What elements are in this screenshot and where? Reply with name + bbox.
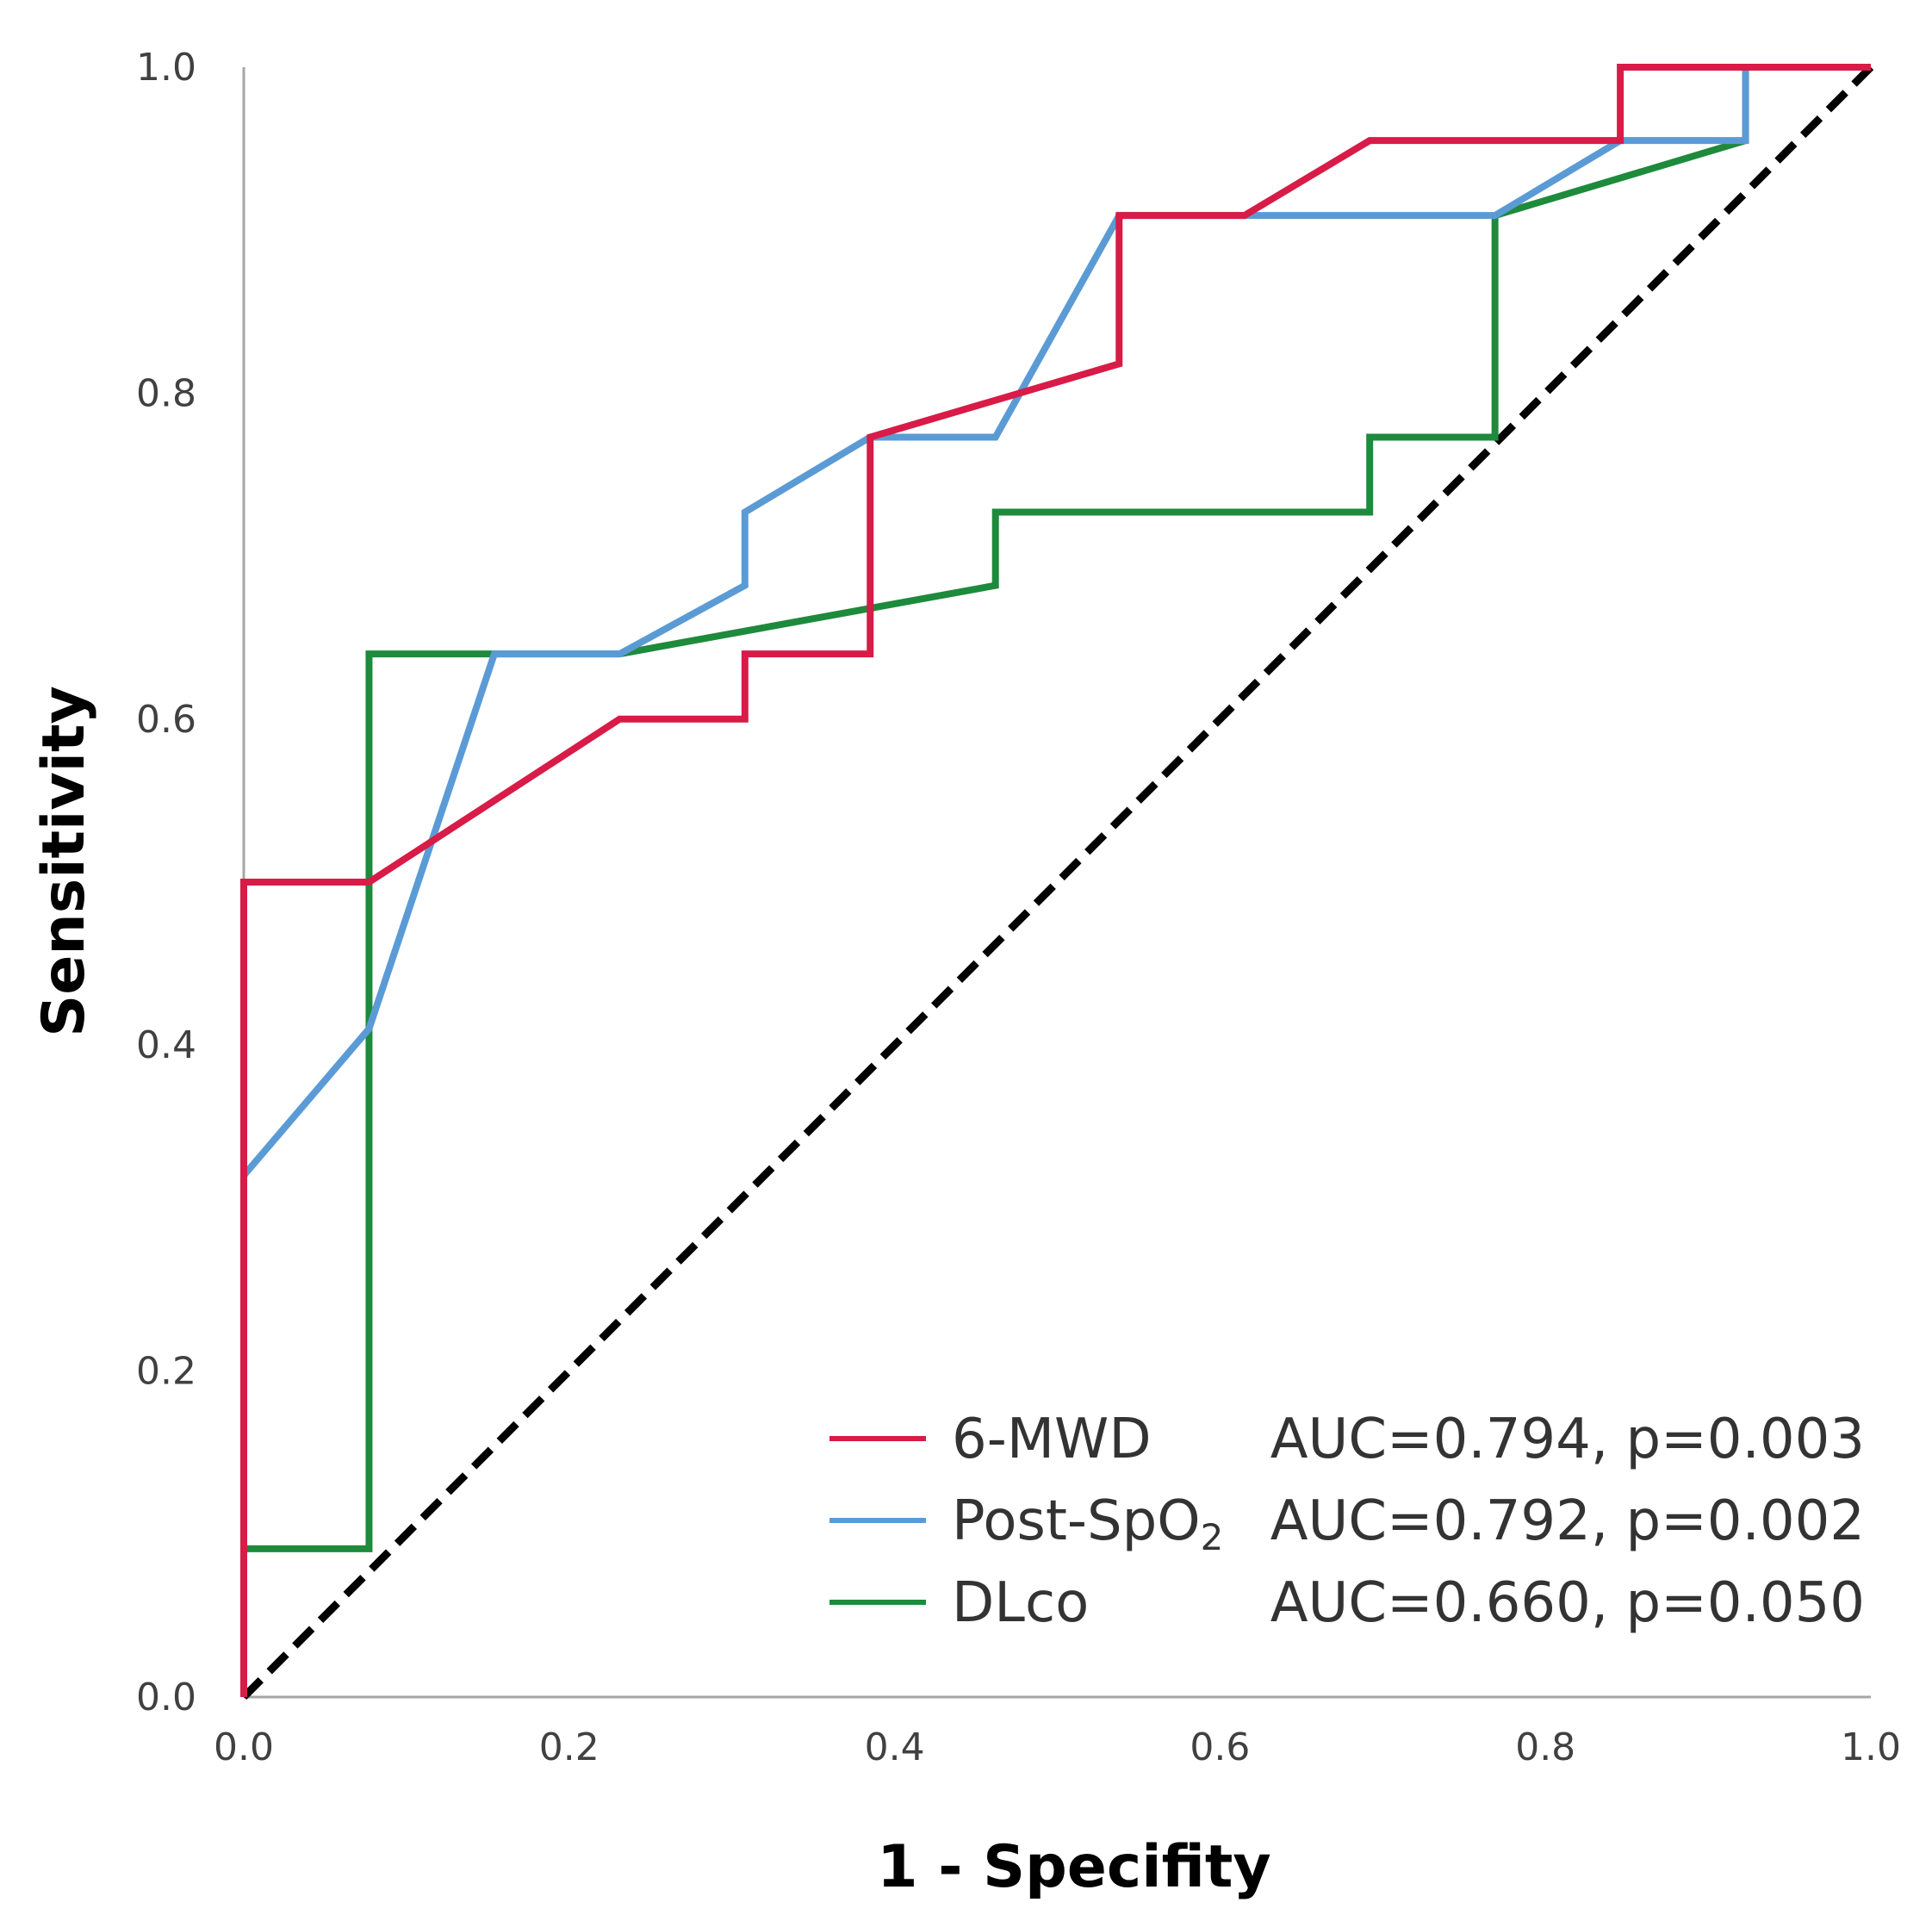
y-tick-label: 0.0 bbox=[136, 1675, 196, 1719]
x-tick-label: 0.0 bbox=[214, 1725, 274, 1769]
legend-series-name-main: 6-MWD bbox=[952, 1408, 1152, 1471]
legend-series-name-main: Post-SpO bbox=[952, 1489, 1201, 1553]
legend-series-name: DLco bbox=[952, 1571, 1089, 1635]
reference-diagonal-line bbox=[240, 64, 1874, 1700]
x-tick-label: 0.8 bbox=[1515, 1725, 1575, 1769]
series-line-dlco bbox=[240, 64, 1871, 1697]
legend-item-dlco: DLco AUC=0.660, p=0.050 bbox=[829, 1571, 1865, 1635]
y-tick-label: 0.2 bbox=[136, 1350, 196, 1394]
legend-series-name-subscript: 2 bbox=[1201, 1516, 1224, 1558]
x-axis-title: 1 - Specifity bbox=[877, 1833, 1271, 1901]
x-tick-label: 0.2 bbox=[539, 1725, 599, 1769]
legend-series-name: 6-MWD bbox=[952, 1408, 1152, 1471]
y-tick-labels: 0.0 0.2 0.4 0.6 0.8 1.0 bbox=[136, 46, 196, 1719]
series-line-post-spo2 bbox=[240, 64, 1871, 1178]
legend-item-post-spo2: Post-SpO2 AUC=0.792, p=0.002 bbox=[829, 1489, 1865, 1558]
legend-item-6-mwd: 6-MWD AUC=0.794, p=0.003 bbox=[829, 1408, 1865, 1471]
y-axis-title: Sensitivity bbox=[30, 686, 98, 1037]
legend-series-name: Post-SpO2 bbox=[952, 1489, 1223, 1558]
series-layer bbox=[240, 64, 1871, 1697]
x-tick-label: 0.4 bbox=[865, 1725, 925, 1769]
reference-layer bbox=[240, 64, 1874, 1700]
series-line-6-mwd bbox=[240, 64, 1871, 1697]
legend-auc-text: AUC=0.792, p=0.002 bbox=[1270, 1489, 1865, 1553]
y-tick-label: 0.4 bbox=[136, 1023, 196, 1067]
y-tick-label: 0.6 bbox=[136, 698, 196, 742]
legend-auc-text: AUC=0.794, p=0.003 bbox=[1270, 1408, 1865, 1471]
x-tick-label: 0.6 bbox=[1190, 1725, 1250, 1769]
legend: 6-MWD AUC=0.794, p=0.003 Post-SpO2 AUC=0.79… bbox=[829, 1408, 1865, 1635]
y-tick-label: 0.8 bbox=[136, 371, 196, 415]
legend-auc-text: AUC=0.660, p=0.050 bbox=[1270, 1571, 1865, 1635]
y-tick-label: 1.0 bbox=[136, 46, 196, 90]
x-tick-label: 1.0 bbox=[1841, 1725, 1901, 1769]
legend-series-name-main: DLco bbox=[952, 1571, 1089, 1635]
x-tick-labels: 0.0 0.2 0.4 0.6 0.8 1.0 bbox=[214, 1725, 1901, 1769]
